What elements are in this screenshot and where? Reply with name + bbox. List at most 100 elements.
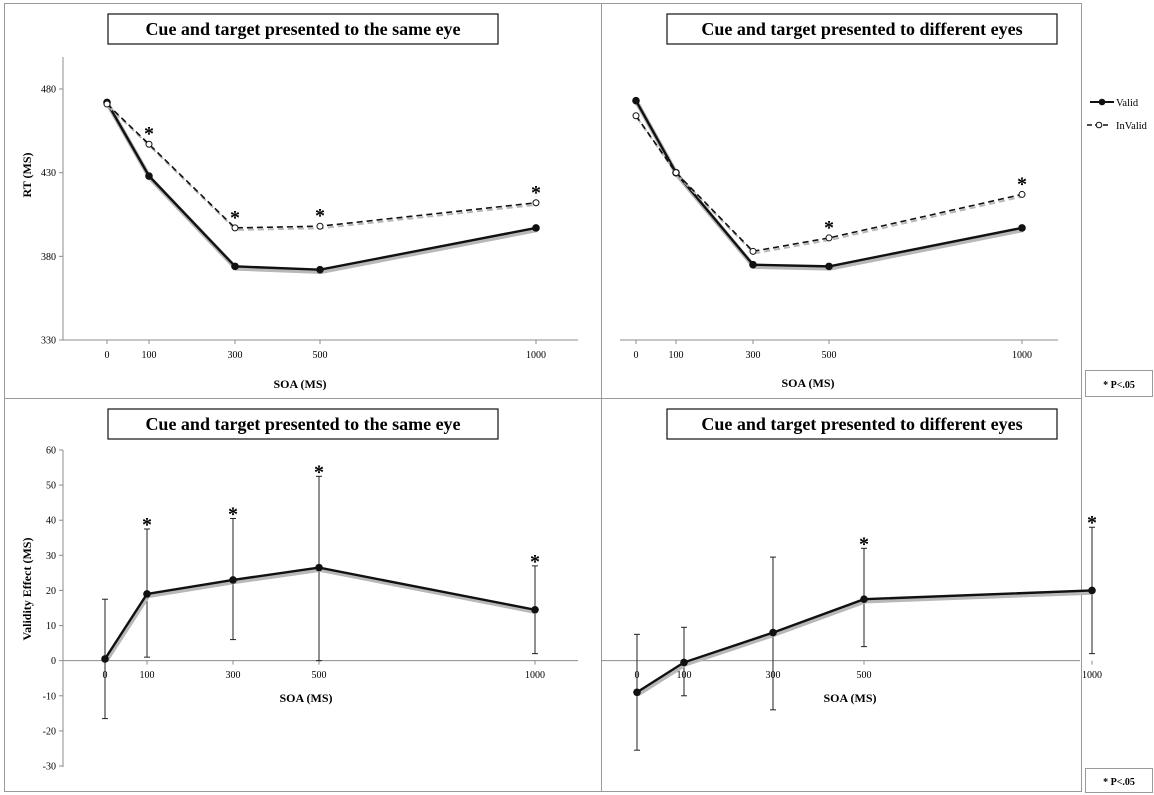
significance-star: * [144, 123, 154, 145]
x-tick-label: 500 [312, 670, 327, 681]
legend-valid-marker [1098, 98, 1106, 106]
chart-title-box [107, 13, 499, 45]
chart-title: Cue and target presented to different ey… [701, 414, 1022, 434]
y-tick-label: 20 [46, 586, 56, 597]
data-point [143, 590, 151, 598]
chart-title-box [666, 13, 1058, 45]
series-line-shadow [106, 103, 538, 274]
y-tick-label: 380 [41, 252, 56, 263]
data-point-invalid [145, 140, 153, 148]
y-tick-label: -10 [43, 691, 56, 702]
x-axis-label: SOA (MS) [279, 691, 332, 705]
panel-frame-top-right [601, 3, 1082, 399]
x-tick-label: 100 [669, 350, 684, 361]
panel-frame-bottom-left [4, 398, 602, 792]
data-point-invalid [231, 224, 239, 232]
x-tick-label: 0 [634, 350, 639, 361]
x-axis-label: SOA (MS) [273, 377, 326, 391]
y-tick-label: -30 [43, 762, 56, 773]
chart-panel-1: Cue and target presented to the same eye… [20, 13, 578, 391]
data-point-invalid [316, 222, 324, 230]
data-point-invalid [632, 112, 640, 120]
chart-title: Cue and target presented to the same eye [145, 414, 460, 434]
data-point [749, 260, 757, 269]
series-line-shadow [104, 567, 537, 663]
significance-star: * [530, 551, 540, 573]
x-tick-label: 1000 [525, 670, 545, 681]
data-point [825, 262, 833, 271]
data-point [231, 262, 239, 271]
significance-note-bottom-box [1085, 768, 1153, 793]
data-point [229, 576, 237, 584]
significance-star: * [859, 533, 869, 555]
x-tick-label: 500 [857, 670, 872, 681]
significance-star: * [228, 503, 238, 525]
y-tick-label: 430 [41, 168, 56, 179]
data-point-invalid [103, 100, 111, 108]
significance-note-bottom-text: * P<.05 [1103, 777, 1135, 788]
series-line-shadow [636, 117, 1024, 255]
y-tick-label: 40 [46, 516, 56, 527]
data-point-invalid [532, 199, 540, 207]
data-point [101, 655, 109, 663]
significance-star: * [1017, 173, 1027, 195]
y-tick-label: 30 [46, 551, 56, 562]
chart-title-box [107, 408, 499, 440]
x-tick-label: 100 [140, 670, 155, 681]
legend-invalid-label: InValid [1116, 121, 1148, 132]
x-axis-label: SOA (MS) [781, 376, 834, 390]
data-point [145, 172, 153, 180]
data-point [316, 265, 324, 274]
y-tick-label: 60 [46, 446, 56, 457]
series-line-shadow [635, 101, 1024, 271]
legend-valid-label: Valid [1116, 98, 1139, 109]
significance-note-top: * P<.05 [1085, 370, 1153, 397]
legend: Valid InValid [1087, 98, 1148, 132]
chart-panel-4: Cue and target presented to different ey… [601, 408, 1102, 751]
x-tick-label: 300 [226, 670, 241, 681]
data-point [860, 595, 868, 604]
data-point-invalid [672, 169, 680, 177]
x-tick-label: 1000 [1082, 670, 1102, 681]
x-tick-label: 0 [105, 350, 110, 361]
data-point-invalid [1018, 190, 1026, 198]
y-axis-label: RT (MS) [20, 152, 34, 197]
y-tick-label: 10 [46, 621, 56, 632]
y-tick-label: 0 [51, 656, 56, 667]
x-axis-label: SOA (MS) [823, 691, 876, 705]
data-point [769, 628, 777, 637]
x-tick-label: 1000 [1012, 350, 1032, 361]
significance-star: * [531, 182, 541, 204]
significance-star: * [314, 461, 324, 483]
chart-panel-2: Cue and target presented to different ey… [620, 13, 1058, 390]
x-tick-label: 300 [228, 350, 243, 361]
significance-star: * [230, 207, 240, 229]
y-tick-label: 330 [41, 336, 56, 347]
data-point-invalid [749, 247, 757, 255]
significance-star: * [1087, 512, 1097, 534]
x-tick-label: 500 [822, 350, 837, 361]
x-tick-label: 100 [142, 350, 157, 361]
chart-panel-3: Cue and target presented to the same eye… [20, 408, 578, 773]
data-point [1088, 586, 1096, 595]
series-line-valid [103, 566, 536, 660]
series-line-shadow [107, 105, 538, 231]
plots-layer: Cue and target presented to the same eye… [20, 13, 1102, 773]
data-point [680, 658, 688, 667]
x-tick-label: 300 [746, 350, 761, 361]
chart-title-box [666, 408, 1058, 440]
significance-note-top-text: * P<.05 [1103, 380, 1135, 391]
chart-title: Cue and target presented to the same eye [145, 19, 460, 39]
chart-title: Cue and target presented to different ey… [701, 19, 1022, 39]
data-point [632, 96, 640, 105]
series-line-invalid [106, 103, 537, 229]
significance-star: * [142, 514, 152, 536]
data-point [1018, 224, 1026, 232]
data-point [315, 563, 323, 572]
significance-star: * [315, 205, 325, 227]
data-point [532, 224, 540, 232]
series-line-invalid [635, 115, 1023, 253]
y-tick-label: 50 [46, 481, 56, 492]
y-axis-label: Validity Effect (MS) [20, 538, 34, 641]
